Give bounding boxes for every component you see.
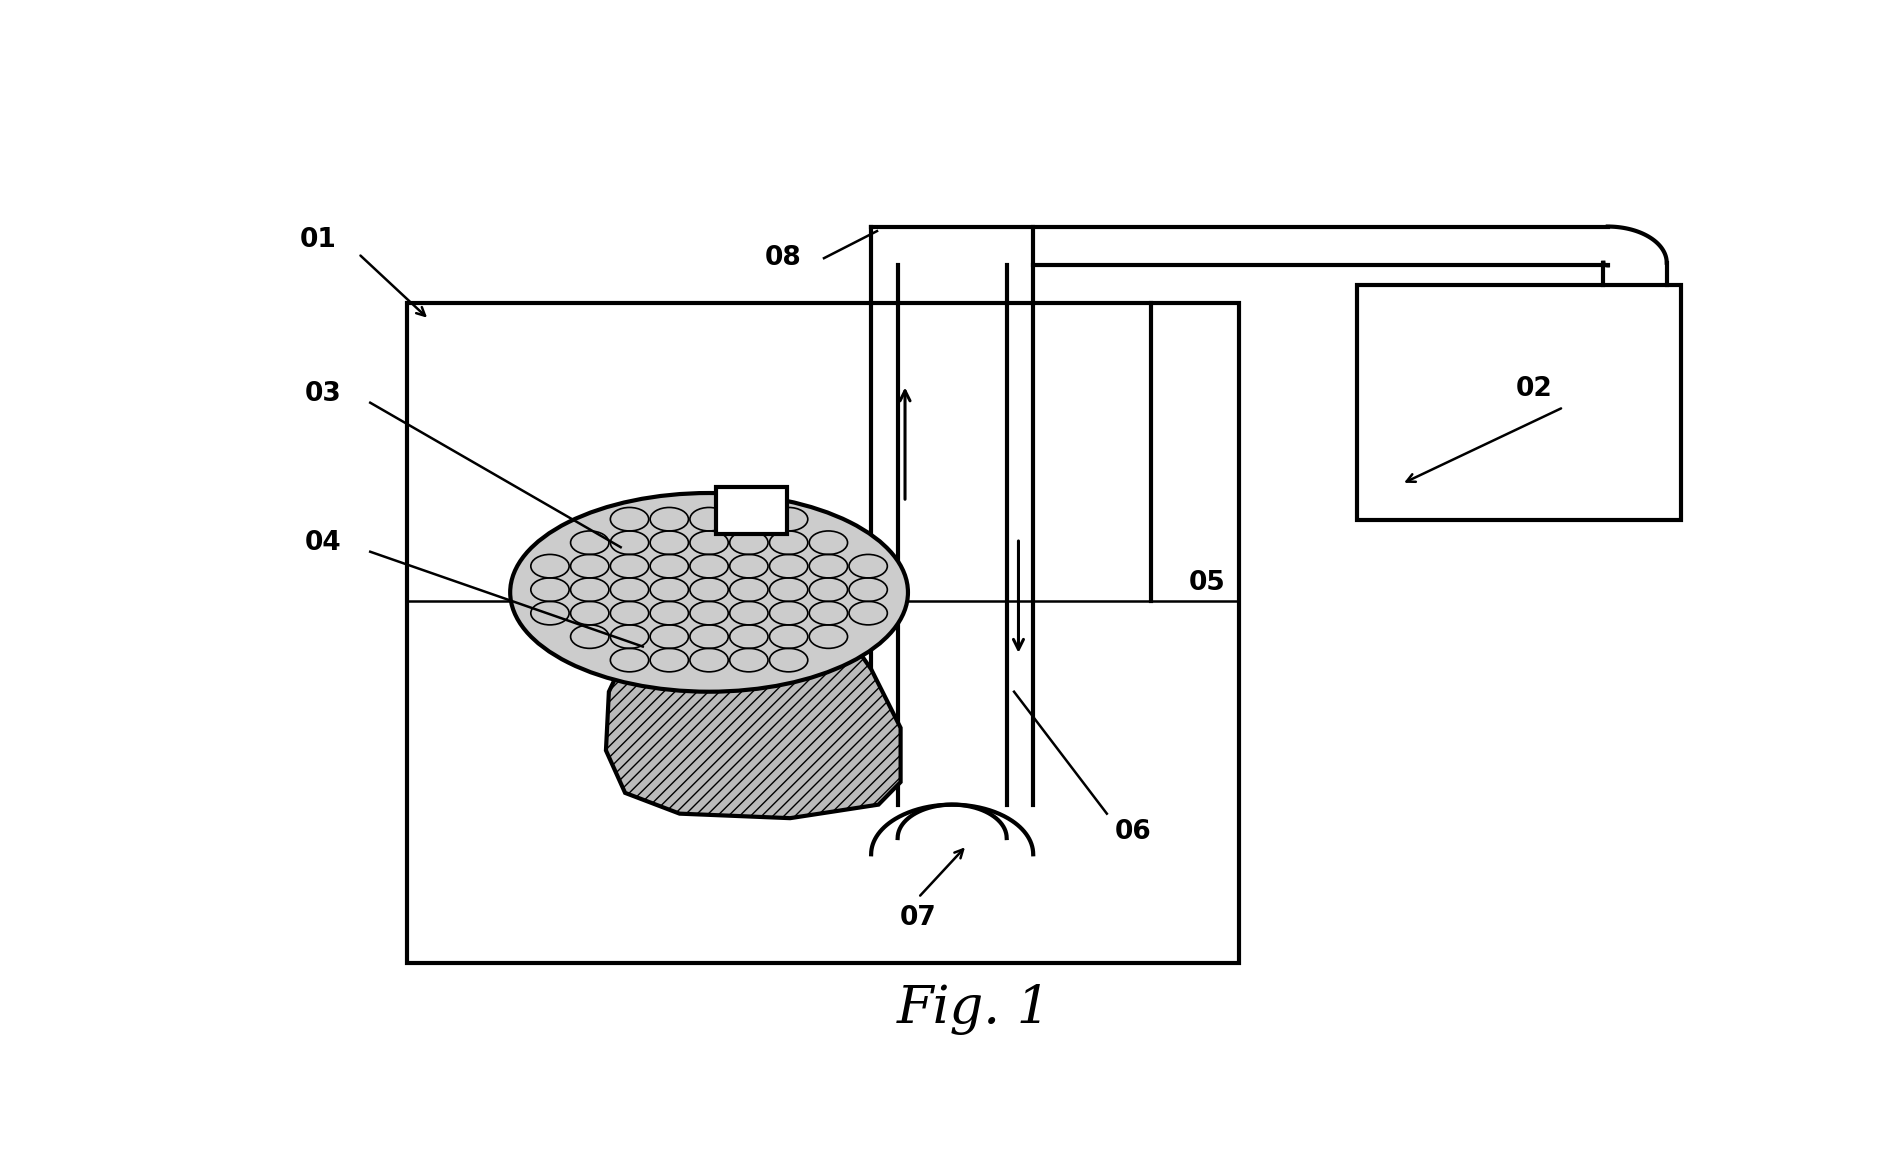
Polygon shape xyxy=(606,606,901,819)
Text: Fig. 1: Fig. 1 xyxy=(897,984,1051,1035)
Text: 06: 06 xyxy=(1116,819,1152,845)
Ellipse shape xyxy=(509,493,909,692)
Text: 03: 03 xyxy=(304,381,342,407)
Text: 02: 02 xyxy=(1515,377,1553,402)
Polygon shape xyxy=(717,487,787,534)
Text: 05: 05 xyxy=(1188,570,1226,596)
Text: 08: 08 xyxy=(764,245,800,271)
Text: 01: 01 xyxy=(300,228,336,253)
Text: 07: 07 xyxy=(899,904,937,930)
Text: 04: 04 xyxy=(304,530,342,556)
